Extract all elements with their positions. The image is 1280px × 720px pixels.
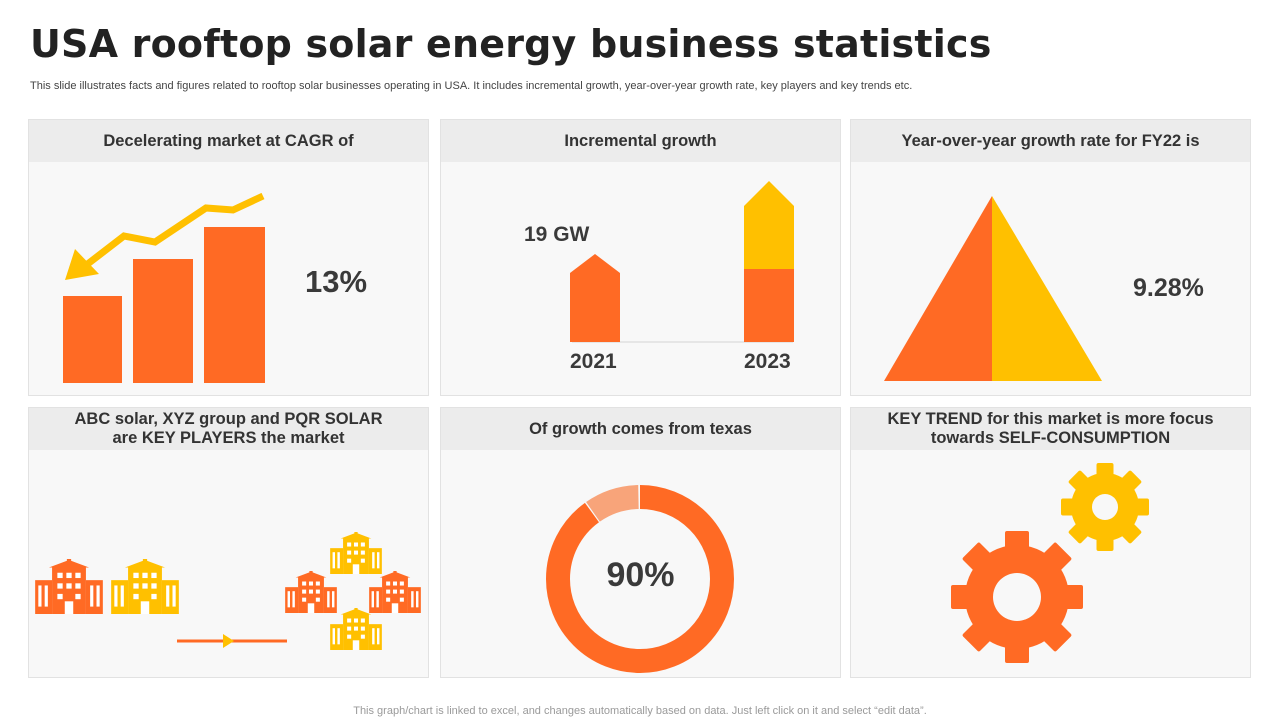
cagr-card-body: 13% bbox=[29, 162, 428, 395]
gears-icon bbox=[951, 463, 1149, 663]
cagr-bar-medium bbox=[133, 259, 193, 383]
trend-heading-line1: KEY TREND for this market is more focus bbox=[887, 410, 1214, 428]
gear-tooth bbox=[1043, 623, 1072, 652]
building-icon bbox=[369, 571, 421, 613]
yoy-value: 9.28% bbox=[1133, 274, 1204, 302]
yoy-card: Year-over-year growth rate for FY22 is 9… bbox=[850, 119, 1251, 396]
texas-card: Of growth comes from texas 90% bbox=[440, 407, 841, 678]
gear-tooth bbox=[1135, 498, 1149, 516]
bar-2023-base bbox=[744, 269, 794, 342]
cagr-value: 13% bbox=[305, 264, 368, 299]
texas-donut-chart bbox=[546, 485, 734, 673]
texas-card-body: 90% bbox=[441, 450, 840, 677]
gear-tooth bbox=[1121, 523, 1142, 544]
trend-card-body bbox=[851, 450, 1250, 677]
trend-card: KEY TREND for this market is more focus … bbox=[850, 407, 1251, 678]
incremental-card: Incremental growth 19 GW 2021 2023 bbox=[440, 119, 841, 396]
cagr-trend-arrowhead bbox=[65, 249, 99, 280]
gear-hole bbox=[993, 573, 1041, 621]
incremental-card-body: 19 GW 2021 2023 bbox=[441, 162, 840, 395]
gear-hole bbox=[1092, 494, 1118, 520]
gear-tooth bbox=[1096, 537, 1114, 551]
building-icon bbox=[111, 559, 179, 614]
gear-icon bbox=[1061, 463, 1149, 551]
bar-2023-increment bbox=[744, 181, 794, 269]
pyramid-right-face bbox=[992, 196, 1102, 381]
connector-arrowhead bbox=[223, 634, 234, 648]
gear-tooth bbox=[1005, 531, 1029, 549]
gear-tooth bbox=[1005, 645, 1029, 663]
texas-card-heading: Of growth comes from texas bbox=[441, 408, 840, 450]
bar-2021 bbox=[570, 254, 620, 342]
gear-tooth bbox=[1043, 542, 1072, 571]
gear-tooth bbox=[962, 623, 991, 652]
gear-tooth bbox=[1068, 470, 1089, 491]
cagr-bar-large bbox=[204, 227, 265, 383]
year-2023-label: 2023 bbox=[744, 350, 791, 373]
gear-icon bbox=[951, 531, 1083, 663]
gear-tooth bbox=[1068, 523, 1089, 544]
page-title: USA rooftop solar energy business statis… bbox=[30, 22, 992, 66]
players-heading-line1: ABC solar, XYZ group and PQR SOLAR bbox=[74, 410, 383, 428]
players-heading-line2: are KEY PLAYERS the market bbox=[112, 429, 345, 447]
gear-tooth bbox=[951, 585, 969, 609]
page-subtitle: This slide illustrates facts and figures… bbox=[30, 80, 913, 92]
donut-share-arc bbox=[546, 485, 734, 673]
incremental-label: 19 GW bbox=[524, 223, 590, 246]
yoy-card-body: 9.28% bbox=[851, 162, 1250, 395]
cagr-card-heading: Decelerating market at CAGR of bbox=[29, 120, 428, 162]
gear-tooth bbox=[1096, 463, 1114, 477]
incremental-chart-icon bbox=[570, 181, 794, 343]
texas-value: 90% bbox=[606, 556, 675, 594]
gear-tooth bbox=[1061, 498, 1075, 516]
donut-remainder-arc bbox=[546, 485, 734, 673]
cagr-chart-icon bbox=[63, 192, 265, 383]
cagr-trend-arrow-line bbox=[82, 192, 265, 269]
cagr-card: Decelerating market at CAGR of 13% bbox=[28, 119, 429, 396]
players-card: ABC solar, XYZ group and PQR SOLAR are K… bbox=[28, 407, 429, 678]
gear-tooth bbox=[962, 542, 991, 571]
yoy-card-heading: Year-over-year growth rate for FY22 is bbox=[851, 120, 1250, 162]
building-icon bbox=[35, 559, 103, 614]
incremental-card-heading: Incremental growth bbox=[441, 120, 840, 162]
players-buildings-icon bbox=[35, 532, 421, 650]
cagr-bar-small bbox=[63, 296, 122, 383]
building-icon bbox=[330, 532, 382, 574]
year-2021-label: 2021 bbox=[570, 350, 617, 373]
trend-card-heading: KEY TREND for this market is more focus … bbox=[851, 408, 1250, 450]
building-icon bbox=[285, 571, 337, 613]
gear-tooth bbox=[1065, 585, 1083, 609]
gear-tooth bbox=[1121, 470, 1142, 491]
pyramid-left-face bbox=[884, 196, 992, 381]
footer-note: This graph/chart is linked to excel, and… bbox=[353, 705, 927, 717]
pyramid-icon bbox=[884, 196, 1102, 381]
players-card-heading: ABC solar, XYZ group and PQR SOLAR are K… bbox=[29, 408, 428, 450]
trend-heading-line2: towards SELF-CONSUMPTION bbox=[930, 429, 1171, 447]
players-card-body bbox=[29, 450, 428, 677]
